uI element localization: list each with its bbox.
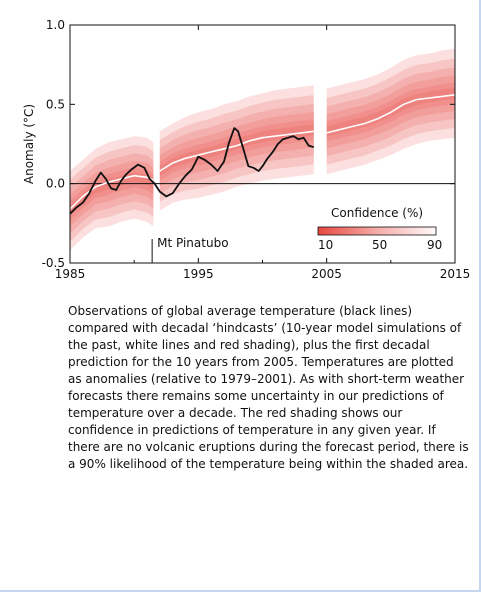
hindcast-line-2 [326, 94, 455, 134]
hindcast-lines [70, 94, 455, 210]
confidence-band-0-layer-3 [70, 160, 154, 227]
confidence-band-1-layer-1 [159, 95, 314, 202]
temperature-chart: 1985 1995 2005 2015 -0.5 0.0 0.5 1.0 Anomaly (°… [22, 18, 471, 281]
y-tick-label-0: -0.5 [42, 256, 65, 270]
confidence-band-0-layer-2 [70, 153, 154, 234]
x-tick-label-0: 1985 [55, 267, 86, 281]
confidence-band-1-layer-5 [159, 124, 314, 176]
confidence-band-0-layer-4 [70, 167, 154, 221]
pinatubo-annotation: Mt Pinatubo [151, 236, 229, 263]
y-axis-label: Anomaly (°C) [22, 104, 36, 184]
observed-line-group [70, 127, 315, 215]
legend-colorbar [317, 226, 437, 236]
confidence-band-1-layer-0 [159, 85, 314, 211]
x-tick-label-2: 2005 [311, 267, 342, 281]
confidence-band-1-layer-2 [159, 104, 314, 194]
hindcast-line-0 [70, 174, 154, 210]
observed-line [70, 127, 315, 215]
y-tick-label-2: 0.5 [46, 97, 65, 111]
y-tick-label-3: 1.0 [46, 18, 65, 32]
confidence-band-0-layer-0 [70, 136, 154, 251]
hindcast-line-1 [159, 130, 314, 172]
legend-label-50: 50 [372, 238, 387, 252]
legend-label-10: 10 [318, 238, 333, 252]
axis-ticks: 1985 1995 2005 2015 -0.5 0.0 0.5 1.0 [42, 18, 471, 281]
figure-caption: Observations of global average temperatu… [68, 304, 469, 471]
x-tick-label-1: 1995 [183, 267, 214, 281]
confidence-band-1-layer-3 [159, 111, 314, 187]
legend-label-90: 90 [427, 238, 442, 252]
x-tick-label-3: 2015 [440, 267, 471, 281]
confidence-shading [70, 48, 455, 251]
pinatubo-label: Mt Pinatubo [157, 236, 228, 250]
legend-title: Confidence (%) [331, 206, 423, 220]
y-tick-label-1: 0.0 [46, 177, 65, 191]
confidence-band-1-layer-4 [159, 119, 314, 181]
legend: Confidence (%) 10 50 90 [317, 206, 442, 252]
